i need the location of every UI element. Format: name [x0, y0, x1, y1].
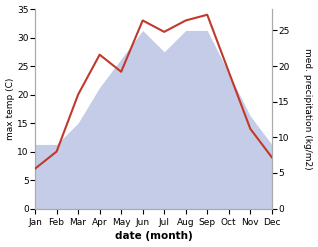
Y-axis label: max temp (C): max temp (C)	[5, 78, 15, 140]
X-axis label: date (month): date (month)	[114, 231, 192, 242]
Y-axis label: med. precipitation (kg/m2): med. precipitation (kg/m2)	[303, 48, 313, 170]
